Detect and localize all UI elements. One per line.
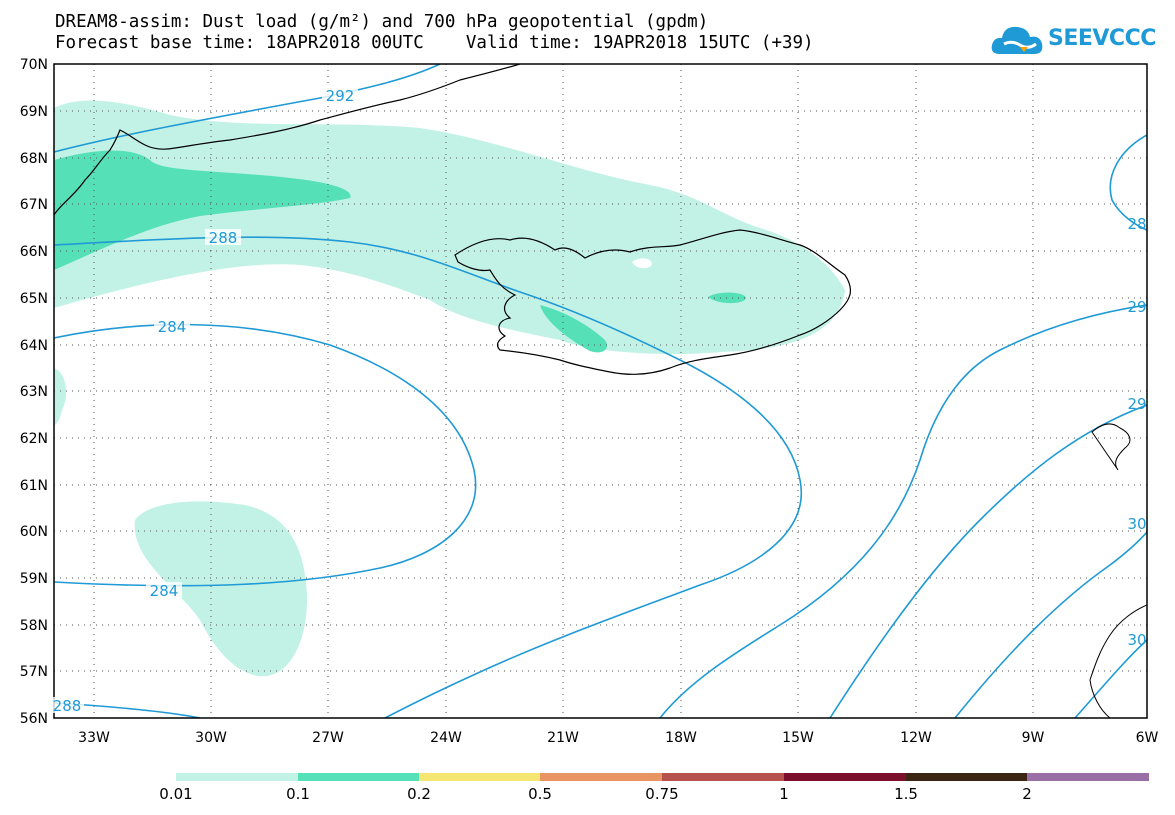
- contour-label: 288: [209, 229, 238, 247]
- lat-label: 61N: [20, 478, 48, 494]
- lat-label: 57N: [20, 664, 48, 680]
- cloud-icon: [991, 26, 1043, 54]
- lon-label: 27W: [312, 730, 344, 746]
- graticule: [54, 64, 1147, 718]
- contour-label: 28: [1127, 215, 1146, 233]
- legend-swatch: [662, 773, 784, 781]
- lat-label: 69N: [20, 104, 48, 120]
- lon-label: 21W: [547, 730, 579, 746]
- legend-swatch: [176, 773, 298, 781]
- contour-284: [54, 323, 477, 587]
- lat-label: 56N: [20, 711, 48, 727]
- contour-29x-upper: [829, 404, 1147, 718]
- legend-swatch: [298, 773, 419, 781]
- legend-label: 0.1: [286, 785, 310, 803]
- lon-label: 12W: [900, 730, 932, 746]
- legend-swatch: [419, 773, 540, 781]
- contour-label: 292: [326, 87, 355, 105]
- iceland-coastline: [454, 229, 852, 375]
- contour-label: 284: [158, 318, 187, 336]
- logo-text: SEEVCCC: [1048, 26, 1156, 51]
- longitude-labels: 33W 30W 27W 24W 21W 18W 15W 12W 9W 6W: [78, 730, 1158, 746]
- contour-labels: 292 288 284 284 288 28 29 29 30 30: [50, 87, 1147, 715]
- dust-area-south: [134, 501, 308, 677]
- map-frame: [53, 63, 1148, 719]
- dust-core-greenland: [54, 150, 351, 270]
- contour-288-east: [659, 304, 1147, 718]
- lat-label: 67N: [20, 197, 48, 213]
- contour-label: 288: [53, 697, 82, 715]
- greenland-coastline: [54, 64, 521, 216]
- contour-label: 284: [150, 582, 179, 600]
- lat-label: 66N: [20, 244, 48, 260]
- legend-swatch: [540, 773, 662, 781]
- legend-label: 1: [779, 785, 789, 803]
- contour-30x: [954, 531, 1147, 718]
- lon-label: 30W: [195, 730, 227, 746]
- dust-area-west-edge: [54, 368, 67, 425]
- lat-label: 64N: [20, 338, 48, 354]
- legend-label: 0.2: [407, 785, 431, 803]
- dust-clear-spot: [632, 258, 652, 269]
- lat-label: 60N: [20, 524, 48, 540]
- dust-core-iceland: [540, 305, 608, 353]
- contour-292: [54, 64, 441, 153]
- lon-label: 18W: [665, 730, 697, 746]
- lon-label: 24W: [430, 730, 462, 746]
- legend-swatch: [906, 773, 1027, 781]
- contour-30x-lower: [1074, 639, 1147, 718]
- contour-label: 30: [1127, 515, 1146, 533]
- lat-label: 68N: [20, 151, 48, 167]
- contour-label: 30: [1127, 631, 1146, 649]
- lon-label: 9W: [1022, 730, 1045, 746]
- map-subtitle: Forecast base time: 18APR2018 00UTC Vali…: [55, 33, 814, 53]
- scotland-coastline: [1089, 604, 1147, 718]
- legend-label: 2: [1022, 785, 1032, 803]
- legend-swatch: [1027, 773, 1149, 781]
- lon-label: 15W: [782, 730, 814, 746]
- lon-label: 33W: [78, 730, 110, 746]
- contour-label: 29: [1127, 395, 1146, 413]
- legend-label: 0.75: [645, 785, 679, 803]
- dust-area-north: [54, 100, 845, 355]
- lat-label: 59N: [20, 571, 48, 587]
- contour-28-east: [1109, 134, 1147, 231]
- legend-label: 0.5: [528, 785, 552, 803]
- lat-label: 70N: [20, 57, 48, 73]
- contour-label: 29: [1127, 298, 1146, 316]
- lon-label: 6W: [1136, 730, 1159, 746]
- latitude-labels: 70N 69N 68N 67N 66N 65N 64N 63N 62N 61N …: [20, 57, 48, 727]
- faroe-islands-coastline: [1091, 423, 1131, 471]
- legend-label: 0.01: [159, 785, 193, 803]
- map-title: DREAM8-assim: Dust load (g/m²) and 700 h…: [55, 12, 709, 32]
- seevccc-logo: SEEVCCC: [990, 20, 1156, 60]
- legend-label: 1.5: [894, 785, 918, 803]
- legend-swatch: [784, 773, 906, 781]
- lat-label: 63N: [20, 384, 48, 400]
- lat-label: 58N: [20, 618, 48, 634]
- lat-label: 65N: [20, 291, 48, 307]
- lat-label: 62N: [20, 431, 48, 447]
- contour-288-north: [54, 236, 803, 718]
